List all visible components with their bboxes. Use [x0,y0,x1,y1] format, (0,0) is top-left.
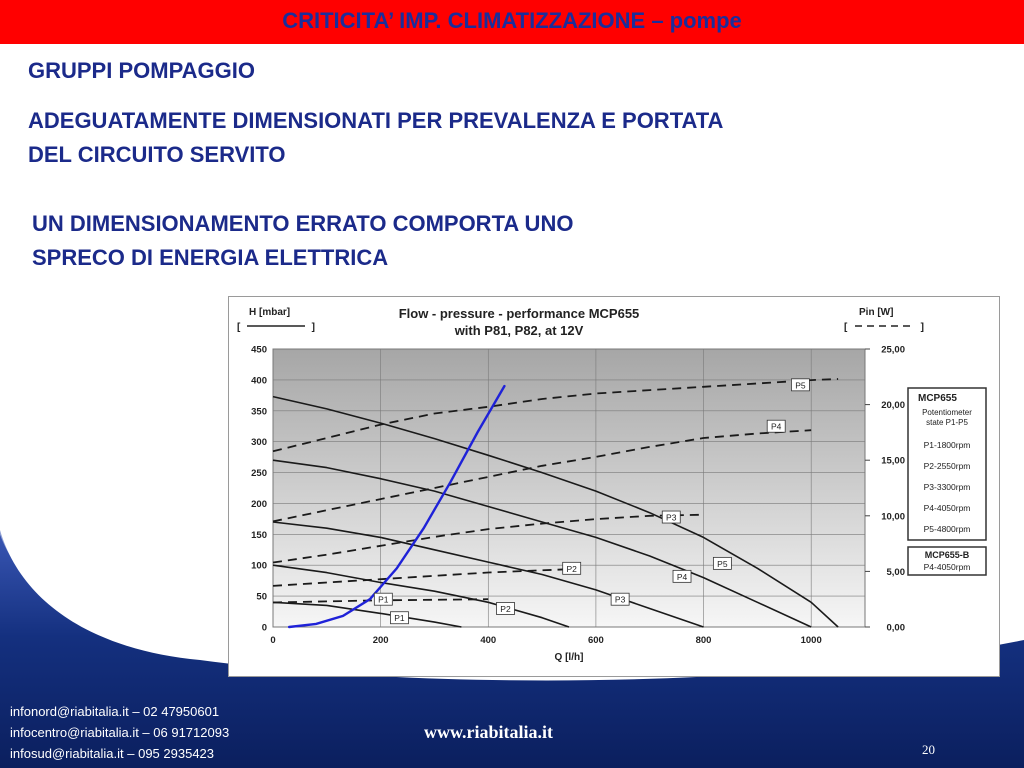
x-tick-label: 600 [588,635,604,646]
y-tick-left-label: 50 [256,592,267,603]
y-tick-right-label: 20,00 [881,400,905,411]
y-tick-right-label: 0,00 [887,623,906,634]
page-number: 20 [922,742,935,757]
pressure-curve-p4 [272,459,812,628]
system-curve [287,384,506,629]
curve-label-text: P4 [677,572,688,582]
slide-title: CRITICITA’ IMP. CLIMATIZZAZIONE – pompe [282,8,742,33]
legend-item: P5-4800rpm [924,524,971,534]
y-axis-right-bracket: [ ] [844,322,924,333]
y-tick-left-label: 200 [251,499,267,510]
x-axis-label: Q [l/h] [555,652,584,663]
curve-label-p1: P1 [373,592,393,606]
x-tick-label: 400 [480,635,496,646]
x-tick-label: 0 [270,635,275,646]
footer-website-link[interactable]: www.riabitalia.it [424,722,553,742]
legend2-title: MCP655-B [925,550,970,560]
y-axis-right-label: Pin [W] [859,307,893,318]
y-axis-left-bracket: [ ] [237,322,315,333]
y-tick-right-label: 15,00 [881,456,905,467]
legend-mcp655: MCP655 Potentiometer state P1-P5 P1-1800… [907,387,987,541]
pump-chart-frame: 0 50 100 150 200 250 300 350 400 450 0 200 400 600 800… [228,296,1000,677]
heading-gruppi: GRUPPI POMPAGGIO [28,58,255,83]
y-tick-right-label: 25,00 [881,345,905,356]
pressure-curve-p2 [272,564,570,628]
curve-label-p3: P3 [661,510,681,524]
curve-label-text: P5 [717,559,728,569]
curve-label-p1: P1 [390,611,409,625]
power-curve-p4 [272,429,812,523]
y-tick-left-label: 350 [251,406,267,417]
y-tick-left-label: 100 [251,561,267,572]
legend-title: MCP655 [918,393,957,404]
legend-subtitle-line2: state P1-P5 [926,418,968,427]
curve-label-text: P2 [500,604,511,614]
curve-label-p3: P3 [610,592,630,606]
legend-subtitle-line1: Potentiometer [922,408,972,417]
curve-label-text: P5 [795,380,806,390]
legend-item: P4-4050rpm [924,503,971,513]
pump-chart: 0 50 100 150 200 250 300 350 400 450 0 200 400 600 800… [237,306,987,663]
curve-label-p5: P5 [712,556,732,570]
heading-dimensionati-line2: DEL CIRCUITO SERVITO [28,142,286,167]
heading-errato-line2: SPRECO DI ENERGIA ELETTRICA [32,245,389,270]
curve-label-text: P1 [394,613,405,623]
x-tick-label: 800 [696,635,712,646]
x-tick-label: 200 [373,635,389,646]
footer-contact-nord: infonord@riabitalia.it – 02 47950601 [10,704,220,719]
curve-label-text: P4 [771,422,782,432]
curve-label-text: P1 [378,595,389,605]
chart-title-line2: with P81, P82, at 12V [454,323,584,338]
plot-area [272,348,866,628]
curve-label-p2: P2 [562,561,582,575]
power-curve-p2 [272,568,570,587]
legend-item: P1-1800rpm [924,440,971,450]
power-curve-p3 [272,513,704,564]
legend2-item: P4-4050rpm [924,562,971,572]
curve-label-text: P3 [615,595,626,605]
y-tick-right-label: 5,00 [887,567,906,578]
title-bar: CRITICITA’ IMP. CLIMATIZZAZIONE – pompe [0,0,1024,46]
pressure-curve-p3 [272,521,704,628]
pressure-curve-p5 [272,395,839,628]
curve-label-p4: P4 [672,569,692,583]
curve-label-text: P2 [566,564,577,574]
pressure-curve-p1 [272,601,462,628]
y-axis-left-label: H [mbar] [249,307,290,318]
curve-label-p4: P4 [766,419,786,433]
curve-label-text: P3 [666,513,677,523]
y-tick-right-label: 10,00 [881,511,905,522]
y-tick-left-label: 150 [251,530,267,541]
y-tick-left-label: 450 [251,345,267,356]
footer-contact-sud: infosud@riabitalia.it – 095 2935423 [10,746,215,761]
curve-label-p2: P2 [496,602,515,615]
curve-label-p5: P5 [791,378,810,392]
footer-contact-centro: infocentro@riabitalia.it – 06 91712093 [10,725,230,740]
y-tick-left-label: 0 [262,623,267,634]
legend-item: P3-3300rpm [924,482,971,492]
y-tick-left-label: 400 [251,375,267,386]
heading-errato-line1: UN DIMENSIONAMENTO ERRATO COMPORTA UNO [32,211,574,236]
heading-dimensionati-line1: ADEGUATAMENTE DIMENSIONATI PER PREVALENZ… [28,108,724,133]
y-tick-left-label: 300 [251,437,267,448]
y-tick-left-label: 250 [251,468,267,479]
power-curve-p5 [272,378,839,453]
legend-mcp655-b: MCP655-B P4-4050rpm [907,546,987,576]
x-tick-label: 1000 [801,635,822,646]
legend-item: P2-2550rpm [924,461,971,471]
chart-title-line1: Flow - pressure - performance MCP655 [399,306,640,321]
